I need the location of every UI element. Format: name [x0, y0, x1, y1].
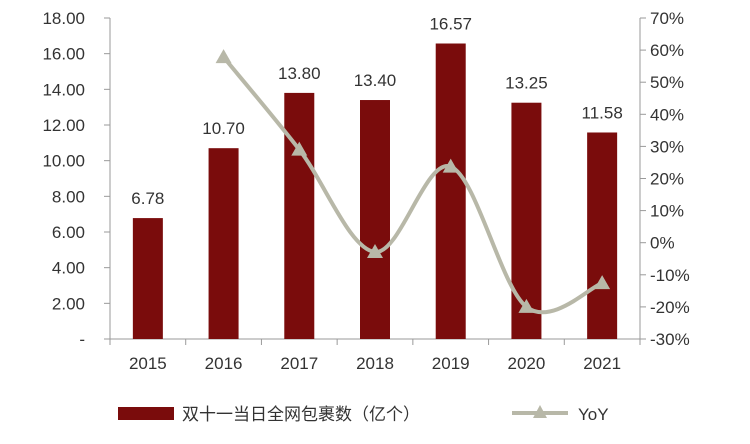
bar-series — [132, 43, 618, 340]
x-tick-label: 2019 — [432, 354, 470, 373]
x-tick-label: 2016 — [205, 354, 243, 373]
yoy-marker — [215, 49, 232, 64]
right-tick-label: 40% — [650, 105, 684, 124]
bar-data-labels: 6.78 10.70 13.80 13.40 16.57 13.25 11.58 — [131, 15, 622, 209]
yoy-marker — [518, 298, 535, 313]
bar-value-label: 13.25 — [505, 74, 548, 93]
right-y-axis: -30% -20% -10% 0% 10% 20% 30% 40% 50% 60% 70% — [639, 9, 690, 349]
bar-value-label: 13.40 — [354, 71, 397, 90]
left-tick-label: 16.00 — [42, 45, 85, 64]
bar-value-label: 6.78 — [131, 189, 164, 208]
x-tick-label: 2021 — [583, 354, 621, 373]
left-tick-label: 6.00 — [52, 223, 85, 242]
bar — [208, 148, 239, 339]
legend: 双十一当日全网包裹数（亿个） YoY — [118, 405, 609, 424]
left-tick-label: 8.00 — [52, 187, 85, 206]
yoy-marker — [367, 244, 383, 259]
yoy-marker — [594, 275, 611, 290]
right-tick-label: 50% — [650, 73, 684, 92]
legend-marker-triangle — [533, 405, 547, 418]
right-tick-label: -10% — [650, 266, 690, 285]
bar-value-label: 13.80 — [278, 64, 321, 83]
bar — [587, 132, 618, 339]
bar — [360, 100, 390, 340]
left-tick-label: 12.00 — [42, 116, 85, 135]
right-tick-label: 60% — [650, 41, 684, 60]
left-tick-label: 18.00 — [42, 9, 85, 28]
legend-swatch-bar — [118, 407, 174, 420]
right-tick-label: 20% — [650, 170, 684, 189]
bar-value-label: 10.70 — [202, 119, 245, 138]
left-tick-label: 2.00 — [52, 294, 85, 313]
bar — [284, 92, 315, 340]
x-tick-label: 2018 — [356, 354, 394, 373]
left-tick-label: 10.00 — [42, 152, 85, 171]
right-tick-label: 70% — [650, 9, 684, 28]
x-tick-label: 2015 — [129, 354, 167, 373]
yoy-line-series — [215, 49, 611, 315]
left-tick-label: - — [79, 330, 85, 349]
left-tick-label: 14.00 — [42, 80, 85, 99]
left-tick-label: 4.00 — [52, 259, 85, 278]
bar — [435, 43, 466, 339]
right-tick-label: 0% — [650, 234, 675, 253]
x-axis: 2015 2016 2017 2018 2019 2020 2021 — [109, 338, 641, 373]
x-tick-label: 2017 — [280, 354, 318, 373]
bar — [132, 218, 163, 339]
left-y-axis: - 2.00 4.00 6.00 8.00 10.00 12.00 14.00 16.00 18.… — [42, 9, 111, 349]
bar-value-label: 16.57 — [429, 15, 472, 34]
right-tick-label: -30% — [650, 330, 690, 349]
yoy-line — [222, 55, 603, 315]
yoy-marker — [442, 158, 459, 173]
legend-label-bar: 双十一当日全网包裹数（亿个） — [182, 405, 420, 424]
right-tick-label: -20% — [650, 298, 690, 317]
legend-label-line: YoY — [578, 405, 609, 424]
x-tick-label: 2020 — [508, 354, 546, 373]
bar-value-label: 11.58 — [582, 103, 623, 122]
right-tick-label: 30% — [650, 137, 684, 156]
yoy-marker — [291, 141, 308, 156]
right-tick-label: 10% — [650, 202, 684, 221]
